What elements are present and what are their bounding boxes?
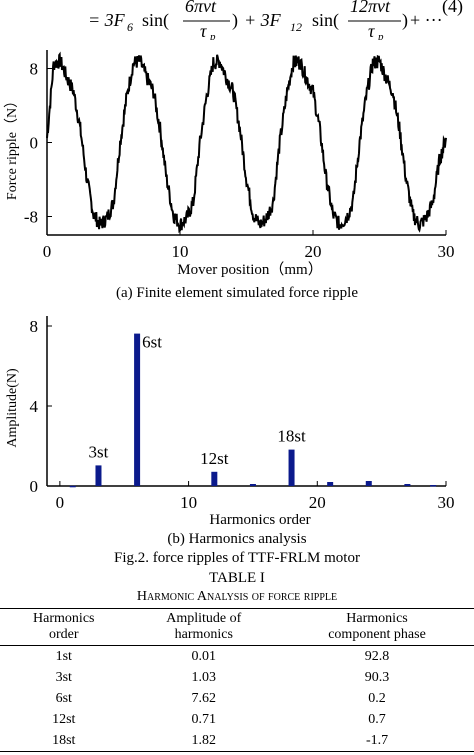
cell-amplitude: 0.71 bbox=[191, 711, 217, 727]
cell-phase: 92.8 bbox=[364, 648, 390, 664]
cell-amplitude: 1.03 bbox=[191, 669, 217, 685]
chart-b-y-tick-label: 4 bbox=[30, 397, 39, 416]
chart-a-y-tick-label: 0 bbox=[30, 134, 39, 153]
cell-amplitude: 0.01 bbox=[191, 648, 217, 664]
cell-phase: 0.2 bbox=[368, 690, 386, 706]
chart-a-xlabel: Mover position（mm） bbox=[177, 261, 322, 278]
table-row: 1st 0.01 92.8 bbox=[0, 646, 474, 668]
table-title: Harmonic Analysis of force ripple bbox=[136, 589, 338, 604]
cell-order: 12st bbox=[52, 711, 76, 727]
equation-sub1: 6 bbox=[127, 20, 133, 34]
harmonic-bar bbox=[134, 333, 141, 486]
harmonic-bar bbox=[95, 465, 102, 486]
equation-num1: 6πvt bbox=[185, 0, 217, 16]
harmonic-annotation: 3st bbox=[89, 442, 109, 461]
cell-order: 3st bbox=[55, 669, 72, 685]
chart-a-x-tick-label: 20 bbox=[305, 242, 322, 261]
equation-fn1: sin( bbox=[142, 10, 169, 31]
harmonics-annotations: 6st 3st 12st 18st bbox=[89, 333, 306, 468]
chart-b-y-tick-label: 8 bbox=[30, 317, 39, 336]
chart-a-y-tick-label: -8 bbox=[24, 208, 38, 227]
svg-text:): ) bbox=[232, 10, 238, 31]
table-number: TABLE I bbox=[209, 570, 265, 586]
equation-number: (4) bbox=[442, 0, 463, 17]
chart-b-axes: 0 10 20 30 0 4 8 bbox=[30, 316, 455, 512]
equation-den2: τ bbox=[368, 21, 375, 40]
chart-a-x-tick-label: 0 bbox=[43, 242, 52, 261]
equation-den1: τ bbox=[200, 21, 207, 40]
chart-b-ylabel: Amplitude(N) bbox=[5, 368, 20, 448]
harmonic-bar bbox=[327, 482, 334, 486]
table-header-row: Harmonics order Amplitude of harmonics Har… bbox=[0, 608, 474, 646]
chart-a-ylabel: Force ripple（N） bbox=[4, 94, 20, 200]
harmonic-annotation: 18st bbox=[277, 427, 306, 446]
chart-b-x-tick-label: 20 bbox=[309, 493, 326, 512]
svg-text:p: p bbox=[209, 31, 216, 40]
chart-b-xlabel: Harmonics order bbox=[209, 512, 310, 528]
harmonic-bar bbox=[69, 485, 76, 488]
header-phase: Harmonics component phase bbox=[328, 611, 426, 642]
cell-amplitude: 7.62 bbox=[191, 690, 217, 706]
harmonic-bar bbox=[404, 484, 411, 486]
table-row: 3st 1.03 90.3 bbox=[0, 667, 474, 688]
force-ripple-chart: 0 10 20 30 8 0 -8 Mover position（mm） Force rip… bbox=[4, 50, 455, 278]
cell-phase: -1.7 bbox=[365, 732, 389, 748]
equation-fn2: sin( bbox=[312, 10, 339, 31]
cell-order: 18st bbox=[52, 732, 76, 748]
fig-caption: Fig.2. force ripples of TTF-FRLM motor bbox=[114, 550, 360, 566]
chart-a-x-tick-label: 30 bbox=[438, 242, 455, 261]
equation: = 3F 6 sin( 6πvt τ p ) + 3F 12 sin( 12πv… bbox=[88, 0, 463, 40]
table-row: 6st 7.62 0.2 bbox=[0, 688, 474, 709]
equation-sub2: 12 bbox=[290, 20, 302, 34]
equation-tail: + ··· bbox=[410, 10, 443, 30]
header-amplitude: Amplitude of harmonics bbox=[166, 611, 242, 642]
harmonic-bar bbox=[211, 471, 218, 486]
chart-b-x-tick-label: 0 bbox=[56, 493, 65, 512]
chart-b-y-tick-label: 0 bbox=[30, 477, 39, 496]
chart-b-x-tick-label: 30 bbox=[438, 493, 455, 512]
harmonic-annotation: 6st bbox=[142, 333, 162, 352]
cell-phase: 90.3 bbox=[364, 669, 390, 685]
svg-text:): ) bbox=[402, 10, 408, 31]
cell-order: 1st bbox=[55, 648, 72, 664]
harmonic-bar bbox=[365, 481, 372, 486]
cell-amplitude: 1.82 bbox=[191, 732, 217, 748]
harmonic-bar bbox=[249, 484, 256, 486]
harmonics-bars bbox=[69, 333, 437, 488]
chart-a-x-tick-label: 10 bbox=[172, 242, 189, 261]
cell-order: 6st bbox=[55, 690, 72, 706]
equation-prefix: = 3F bbox=[88, 10, 126, 30]
header-order: Harmonics order bbox=[33, 611, 95, 642]
harmonics-table: Harmonics order Amplitude of harmonics Har… bbox=[0, 608, 474, 752]
harmonics-chart: 0 10 20 30 0 4 8 6st 3st 12st 18st Harmonics orde… bbox=[5, 316, 455, 528]
chart-b-x-tick-label: 10 bbox=[180, 493, 197, 512]
table-row: 18st 1.82 -1.7 bbox=[0, 730, 474, 752]
harmonic-bar bbox=[430, 485, 437, 487]
figure-a-caption: (a) Finite element simulated force rippl… bbox=[116, 285, 358, 301]
figure-b-caption: (b) Harmonics analysis bbox=[167, 531, 307, 547]
svg-text:p: p bbox=[377, 31, 384, 40]
harmonic-bar bbox=[288, 449, 295, 486]
table-row: 12st 0.71 0.7 bbox=[0, 709, 474, 730]
equation-num2: 12πvt bbox=[350, 0, 391, 16]
equation-plus: + 3F bbox=[244, 10, 282, 30]
force-ripple-line bbox=[46, 51, 447, 234]
chart-a-axes: 0 10 20 30 8 0 -8 bbox=[24, 50, 455, 261]
harmonic-annotation: 12st bbox=[200, 449, 229, 468]
cell-phase: 0.7 bbox=[368, 711, 386, 727]
chart-a-y-tick-label: 8 bbox=[30, 60, 39, 79]
